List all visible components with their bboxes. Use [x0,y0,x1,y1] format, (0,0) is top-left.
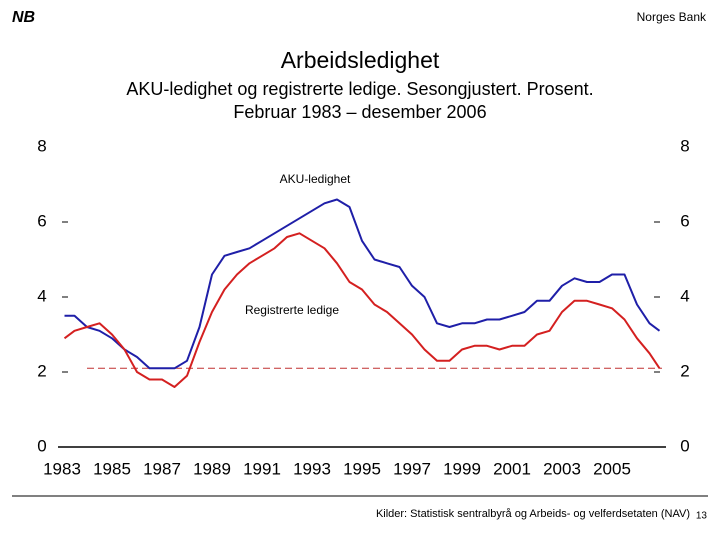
x-tick-label: 2005 [593,459,631,478]
y2-tick-label: 2 [680,361,689,380]
y2-tick-label: 6 [680,211,689,230]
page-number: 13 [696,511,708,522]
series-line [63,232,661,388]
chart-title: Arbeidsledighet [281,47,440,73]
y-tick-label: 0 [37,436,46,455]
x-tick-label: 1983 [43,459,81,478]
x-tick-label: 1989 [193,459,231,478]
y-tick-label: 2 [37,361,46,380]
x-tick-label: 1991 [243,459,281,478]
x-tick-label: 1995 [343,459,381,478]
chart-subtitle: AKU-ledighet og registrerte ledige. Seso… [126,79,593,99]
x-tick-label: 2001 [493,459,531,478]
x-tick-label: 1985 [93,459,131,478]
source: Kilder: Statistisk sentralbyrå og Arbeid… [376,508,690,520]
x-tick-label: 1997 [393,459,431,478]
logo: NB [12,9,35,26]
y-tick-label: 4 [37,286,46,305]
y2-tick-label: 0 [680,436,689,455]
y2-tick-label: 8 [680,136,689,155]
y-tick-label: 8 [37,136,46,155]
series-label: Registrerte ledige [245,303,339,317]
series-label: AKU-ledighet [280,172,351,186]
chart-subtitle: Februar 1983 – desember 2006 [233,102,486,122]
y2-tick-label: 4 [680,286,689,305]
org-name: Norges Bank [637,10,707,24]
x-tick-label: 1999 [443,459,481,478]
x-tick-label: 1993 [293,459,331,478]
series-line [64,198,661,370]
y-tick-label: 6 [37,211,46,230]
x-tick-label: 2003 [543,459,581,478]
x-tick-label: 1987 [143,459,181,478]
